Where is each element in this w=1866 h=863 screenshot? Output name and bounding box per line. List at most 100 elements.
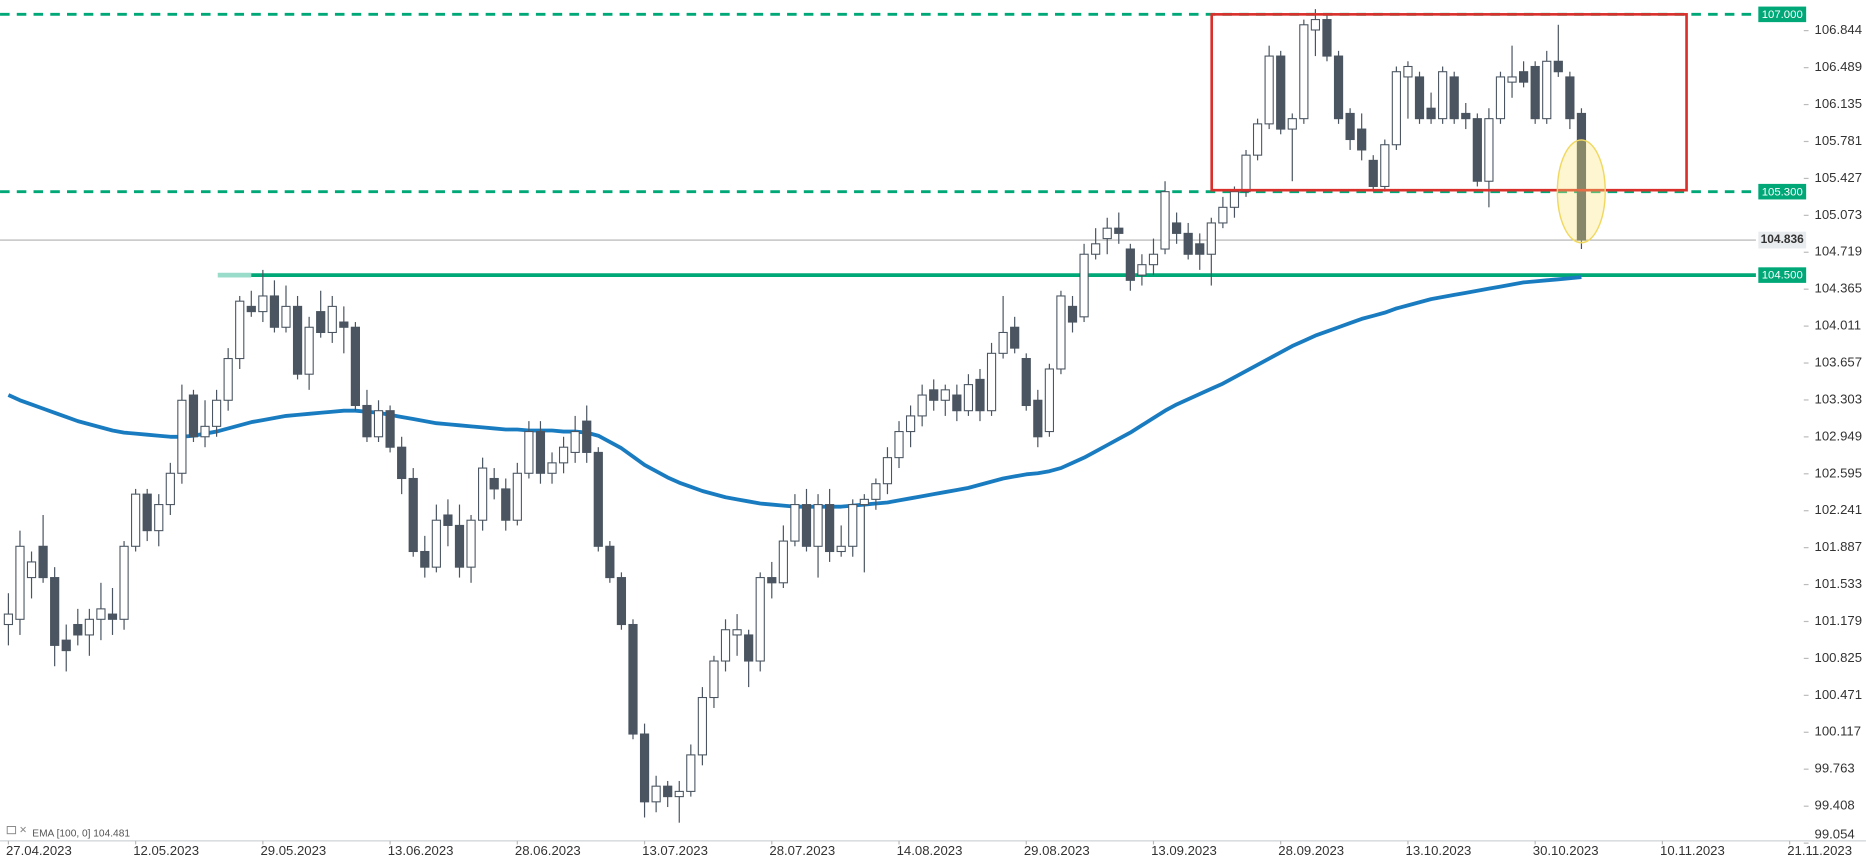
y-tick-label: 106.844 — [1815, 22, 1863, 37]
candle-body — [628, 623, 638, 735]
candle-body — [755, 577, 765, 662]
candle-body — [1010, 326, 1020, 349]
candle-body — [1021, 358, 1031, 407]
candle-body — [316, 311, 326, 334]
x-tick-label: 13.09.2023 — [1151, 843, 1217, 858]
candle-body — [269, 295, 280, 328]
candle-body — [1218, 206, 1228, 224]
y-tick-label: 104.011 — [1815, 318, 1862, 333]
y-tick-label: 101.179 — [1815, 613, 1863, 628]
candle-body — [1530, 65, 1540, 120]
candle-body — [1252, 123, 1263, 156]
candle-body — [1125, 248, 1135, 281]
candle-body — [177, 399, 187, 474]
x-tick-label: 29.05.2023 — [260, 843, 326, 858]
candle-body — [489, 477, 499, 490]
legend-icon — [6, 826, 17, 835]
candle-body — [142, 493, 152, 532]
y-tick-label: 106.489 — [1815, 59, 1863, 74]
level-label: 104.500 — [1762, 270, 1803, 282]
candle-body — [998, 331, 1008, 354]
candle-body — [1576, 112, 1587, 241]
candle-body — [1229, 191, 1240, 208]
y-tick-label: 99.054 — [1815, 826, 1855, 841]
y-tick-label: 104.719 — [1815, 244, 1863, 259]
candle-body — [154, 504, 164, 532]
candle-body — [929, 389, 939, 401]
candle-body — [96, 608, 106, 620]
candle-body — [1114, 227, 1124, 234]
y-tick-label: 102.241 — [1815, 502, 1863, 517]
x-tick-label: 10.11.2023 — [1660, 843, 1725, 858]
candle-body — [1333, 55, 1344, 120]
candle-body — [767, 577, 777, 584]
candle-body — [73, 623, 83, 636]
candle-body — [1137, 264, 1147, 276]
candle-body — [1449, 76, 1459, 120]
candle-body — [188, 394, 199, 438]
y-tick-label: 100.117 — [1815, 724, 1862, 739]
candle-body — [535, 431, 546, 474]
x-tick-label: 28.06.2023 — [515, 843, 581, 858]
candle-body — [431, 519, 441, 568]
candle-body — [975, 378, 985, 412]
candle-body — [327, 305, 337, 334]
y-tick-label: 102.595 — [1815, 465, 1863, 480]
candle-body — [258, 295, 268, 313]
candle-body — [1461, 112, 1471, 120]
x-tick-label: 13.06.2023 — [388, 843, 454, 858]
candle-body — [524, 431, 534, 474]
candle-body — [848, 504, 858, 547]
x-tick-label: 27.04.2023 — [6, 843, 72, 858]
candle-body — [478, 467, 488, 521]
candle-body — [1056, 295, 1066, 370]
candle-body — [1542, 60, 1552, 120]
candle-body — [1368, 159, 1378, 187]
candle-body — [605, 545, 615, 579]
candle-body — [1183, 232, 1193, 255]
candle-body — [200, 425, 210, 438]
candle-body — [940, 389, 950, 401]
range-box — [1210, 13, 1688, 192]
y-tick-label: 103.657 — [1815, 355, 1863, 370]
candle-body — [547, 462, 557, 474]
legend: ✕ EMA [100, 0] 104.481 — [6, 825, 130, 839]
candle-body — [894, 431, 904, 459]
axes: 99.054 99.408 99.763 100.117 100.471 100.825 1… — [6, 6, 1863, 858]
y-tick-label: 105.781 — [1815, 133, 1863, 148]
y-tick-label: 106.135 — [1815, 96, 1863, 111]
candle-body — [1310, 19, 1321, 31]
y-tick-label: 100.471 — [1815, 687, 1863, 702]
candle-body — [1357, 128, 1367, 151]
candle-body — [1079, 253, 1089, 318]
candle-body — [339, 321, 349, 328]
candle-body — [454, 524, 465, 568]
candle-body — [512, 472, 522, 521]
y-tick-label: 105.427 — [1815, 170, 1863, 185]
candle-body — [1403, 65, 1413, 78]
candle-body — [15, 545, 25, 620]
x-tick-label: 13.07.2023 — [642, 843, 708, 858]
candle-body — [905, 415, 916, 433]
candle-body — [651, 785, 661, 803]
candle-body — [1391, 71, 1401, 146]
candle-body — [420, 550, 430, 568]
y-tick-label: 103.303 — [1815, 391, 1863, 406]
levels — [0, 12, 1756, 278]
candle-body — [131, 493, 141, 547]
candle-body — [616, 577, 627, 626]
candle-body — [744, 634, 754, 662]
candle-body — [304, 326, 314, 375]
candle-body — [1160, 191, 1170, 250]
candle-body — [952, 394, 962, 412]
candle-body — [1195, 243, 1205, 255]
candle-body — [663, 785, 673, 798]
candle-body — [871, 483, 881, 500]
candle-body — [1414, 76, 1425, 120]
candle-body — [882, 457, 893, 485]
candle-body — [1091, 243, 1101, 255]
candle-body — [674, 790, 684, 798]
candle-body — [813, 504, 823, 547]
